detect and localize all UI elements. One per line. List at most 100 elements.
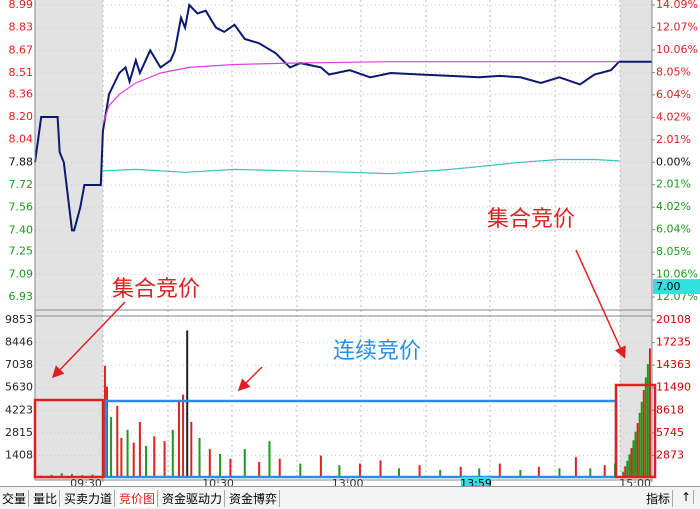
volume-bar (626, 460, 629, 478)
y2-tick-label: 12.07% (656, 21, 698, 34)
volume-bar (644, 377, 647, 478)
y2-tick-label: 14363 (656, 358, 691, 371)
highlight-box (614, 383, 657, 479)
volume-bar (208, 449, 211, 478)
y2-tick-label: 10.06% (656, 268, 698, 281)
volume-bar (145, 445, 148, 478)
volume-bar (646, 364, 649, 478)
volume-bar (190, 421, 193, 478)
tab[interactable]: 交量 (0, 490, 30, 507)
y2-tick-label: 0.00% (656, 155, 691, 168)
y-tick-label: 8.20 (9, 110, 34, 123)
volume-bar (278, 458, 281, 478)
volume-bar (186, 330, 189, 478)
y-tick-label: 8.83 (9, 21, 34, 34)
volume-bar (638, 412, 641, 478)
volume-bar (338, 465, 341, 478)
annotation: 集合竞价 (112, 277, 200, 302)
y-tick-label: 8.99 (9, 0, 34, 11)
y2-tick-label: 2.01% (656, 178, 691, 191)
y2-tick-label: 5745 (656, 426, 684, 439)
y2-tick-label: 2873 (656, 448, 684, 461)
y2-tick-label: 6.04% (656, 88, 691, 101)
y2-tick-label: 8618 (656, 403, 684, 416)
volume-bar (622, 471, 625, 478)
y2-tick-label: 4.02% (656, 110, 691, 123)
y-tick-label: 7.40 (9, 223, 34, 236)
tab[interactable]: 资金博弈 (227, 490, 281, 507)
y2-tick-label: 6.04% (656, 223, 691, 236)
volume-bar (110, 417, 113, 478)
y-tick-label: 8446 (5, 336, 33, 349)
annotation: 集合竞价 (487, 207, 575, 232)
arrows (51, 249, 626, 392)
volume-bar (379, 460, 382, 478)
volume-bar (126, 429, 129, 478)
y-tick-label: 7.25 (9, 245, 34, 258)
volume-bar (177, 401, 180, 478)
volume-bar (574, 457, 577, 478)
volume-bar (60, 473, 63, 478)
volume-bar (163, 441, 166, 478)
volume-bar (358, 463, 361, 478)
tab[interactable]: 竞价图 (117, 490, 159, 507)
tab[interactable]: 指标 (644, 490, 674, 507)
volume-bar (478, 468, 481, 478)
tab[interactable]: 买卖力道 (62, 490, 116, 507)
y2-tick-label: 8.05% (656, 245, 691, 258)
y-tick-label: 4223 (5, 403, 33, 416)
volume-bar (153, 436, 156, 478)
volume-bar (624, 466, 627, 478)
tab[interactable]: 资金驱动力 (160, 490, 226, 507)
annotation: 连续竞价 (333, 339, 421, 364)
volume-bar (319, 455, 322, 478)
volume-bar (642, 389, 645, 478)
volume-bar (120, 437, 123, 478)
tab[interactable]: 量比 (31, 490, 61, 507)
auction-shade (35, 0, 103, 480)
volume-bar (299, 463, 302, 478)
y-tick-label: 1408 (5, 448, 33, 461)
y-tick-label: 8.51 (9, 66, 34, 79)
volume-bar (628, 454, 631, 478)
volume-bar (171, 429, 174, 478)
y2-tick-label: 17235 (656, 336, 691, 349)
volume-bar (229, 458, 232, 478)
cursor-box (653, 279, 700, 295)
price-line (102, 61, 620, 125)
volume-bar (603, 465, 606, 478)
y-tick-label: 6.93 (9, 290, 34, 303)
volume-bar (648, 348, 651, 478)
y2-tick-label: 20108 (656, 313, 691, 326)
volume-bar (439, 469, 442, 478)
y-tick-label: 7.72 (9, 178, 34, 191)
y2-tick-label: 8.05% (656, 65, 691, 78)
chart: 集合竞价 连续竞价 集合竞价 8.99 8.83 8.67 8.51 8.36 8.20 8… (5, 0, 700, 486)
y2-tick-label: 10.06% (656, 43, 698, 56)
volume-bar (132, 442, 135, 478)
volume-bar (398, 468, 401, 478)
volume-bar (634, 431, 637, 478)
x-tick-label: 09:30 (70, 477, 102, 486)
price-line (34, 2, 652, 232)
y2-tick-label: 14.09% (656, 0, 698, 11)
volume-bar (182, 394, 185, 478)
y-tick-label: 7.09 (9, 267, 34, 280)
y-tick-label: 5630 (5, 381, 33, 394)
volume-bar (258, 461, 261, 478)
y-tick-label: 8.36 (9, 87, 34, 100)
cursor-price: 7.00 (656, 280, 681, 293)
volume-bar (268, 441, 271, 478)
volume-bar (630, 448, 633, 478)
tab[interactable]: ↑ (679, 490, 695, 504)
y-tick-label: 7.56 (9, 201, 34, 214)
volume-bar (116, 405, 119, 478)
y-tick-label: 9853 (5, 313, 33, 326)
volume-bar (138, 421, 141, 478)
vertical-grid (102, 0, 621, 480)
volume-bar (558, 468, 561, 478)
highlight-box (33, 398, 105, 479)
volume-bar (418, 465, 421, 478)
cursor-time: 13:59 (460, 477, 492, 486)
